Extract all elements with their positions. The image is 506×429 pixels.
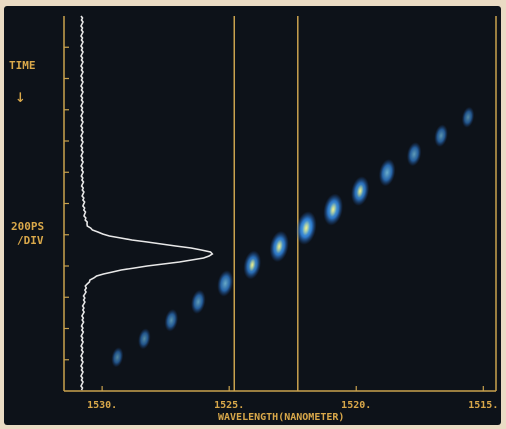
lobe-body xyxy=(111,347,124,368)
plot-frame xyxy=(63,16,497,392)
lobe-body xyxy=(406,142,422,167)
lobe-body xyxy=(217,270,234,297)
x-tick-label: 1520. xyxy=(341,400,371,411)
lobe-body xyxy=(191,289,206,314)
spectrogram-chart: TIME ↓ 200PS /DIV 1530. 1525. 1520. 1515. W… xyxy=(9,15,498,423)
x-tick-label: 1525. xyxy=(214,400,244,411)
spectrogram-lobe xyxy=(191,289,206,314)
wavelength-marker-lines xyxy=(233,16,299,391)
spectrogram-lobe xyxy=(351,176,370,206)
time-arrow-icon: ↓ xyxy=(15,86,26,107)
spectrogram-lobe xyxy=(138,328,151,350)
time-scale-label: 200PS xyxy=(11,220,44,233)
x-axis-label: WAVELENGTH(NANOMETER) xyxy=(218,412,344,423)
lobe-core xyxy=(302,220,310,236)
x-tick-labels: 1530. 1525. 1520. 1515. xyxy=(87,386,498,411)
lobe-body xyxy=(461,106,475,128)
x-tick-label: 1515. xyxy=(468,400,498,411)
spectrogram-lobe xyxy=(434,124,448,147)
time-axis-label: TIME xyxy=(9,59,36,72)
time-scale-unit-label: /DIV xyxy=(17,234,44,247)
spectrogram-lobe xyxy=(461,106,475,128)
spectrogram-lobe xyxy=(217,270,234,297)
spectrogram-lobe xyxy=(111,347,124,368)
x-tick-label: 1530. xyxy=(87,400,117,411)
lobe-core xyxy=(275,239,283,254)
spectrogram-lobe xyxy=(269,230,289,263)
lobe-core xyxy=(356,184,364,198)
lobe-body xyxy=(164,309,179,332)
spectrogram-lobes xyxy=(111,106,475,368)
oscilloscope-screen: TIME ↓ 200PS /DIV 1530. 1525. 1520. 1515. W… xyxy=(4,6,501,425)
spectrogram-lobe xyxy=(323,193,343,226)
spectrogram-lobe xyxy=(378,158,396,187)
lobe-core xyxy=(329,202,337,217)
pulse-trace-line xyxy=(80,15,214,391)
spectrogram-lobe xyxy=(295,211,317,245)
spectrogram-lobe xyxy=(243,250,262,280)
lobe-body xyxy=(378,158,396,187)
spectrogram-lobe xyxy=(164,309,179,332)
spectrogram-lobe xyxy=(406,142,422,167)
lobe-body xyxy=(434,124,448,147)
lobe-core xyxy=(249,258,256,272)
lobe-body xyxy=(138,328,151,350)
time-division-ticks xyxy=(64,46,69,361)
